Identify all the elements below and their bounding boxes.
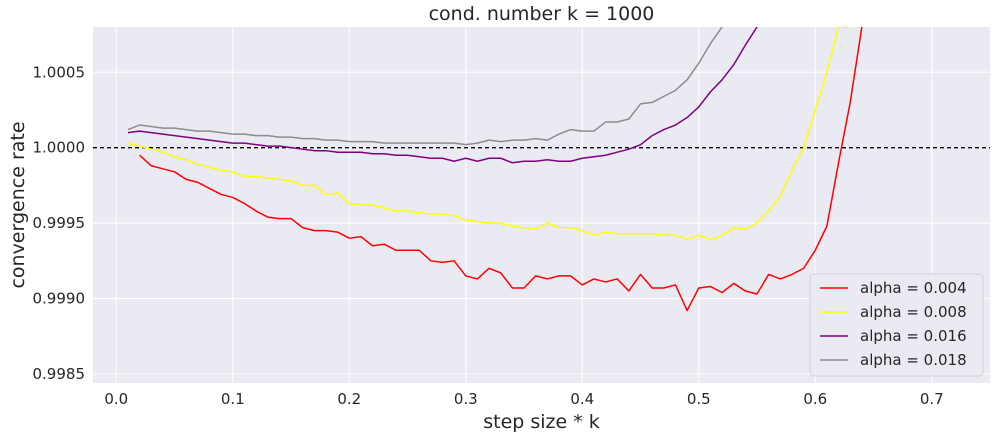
x-tick-label: 0.4 bbox=[570, 390, 594, 408]
y-tick-label: 1.0000 bbox=[33, 139, 86, 157]
chart-title: cond. number k = 1000 bbox=[429, 3, 655, 25]
x-tick-label: 0.6 bbox=[803, 390, 827, 408]
series-line-4 bbox=[127, 27, 723, 146]
series-lines bbox=[127, 27, 863, 312]
x-axis-label: step size * k bbox=[483, 411, 600, 433]
legend-label: alpha = 0.016 bbox=[860, 327, 967, 345]
x-tick-label: 0.3 bbox=[454, 390, 478, 408]
x-tick-label: 0.5 bbox=[687, 390, 711, 408]
series-line-3 bbox=[127, 27, 758, 164]
x-tick-label: 0.0 bbox=[104, 390, 128, 408]
legend: alpha = 0.004 alpha = 0.008 alpha = 0.016 a… bbox=[809, 273, 984, 377]
series-line-2 bbox=[127, 27, 851, 241]
legend-label: alpha = 0.004 bbox=[860, 279, 967, 297]
y-axis-label: convergence rate bbox=[7, 121, 29, 288]
x-tick-label: 0.1 bbox=[221, 390, 245, 408]
y-tick-label: 0.9995 bbox=[33, 214, 86, 232]
x-axis: 0.0 0.1 0.2 0.3 0.4 0.5 0.6 0.7 bbox=[104, 390, 943, 408]
y-tick-label: 1.0005 bbox=[33, 63, 86, 81]
legend-label: alpha = 0.018 bbox=[860, 351, 967, 369]
x-tick-label: 0.2 bbox=[337, 390, 361, 408]
y-tick-label: 0.9990 bbox=[33, 290, 86, 308]
legend-box bbox=[809, 273, 984, 377]
series-line-1 bbox=[139, 27, 863, 312]
x-tick-label: 0.7 bbox=[920, 390, 944, 408]
legend-label: alpha = 0.008 bbox=[860, 303, 967, 321]
y-tick-label: 0.9985 bbox=[33, 365, 86, 383]
y-axis: 0.9985 0.9990 0.9995 1.0000 1.0005 bbox=[33, 63, 86, 383]
